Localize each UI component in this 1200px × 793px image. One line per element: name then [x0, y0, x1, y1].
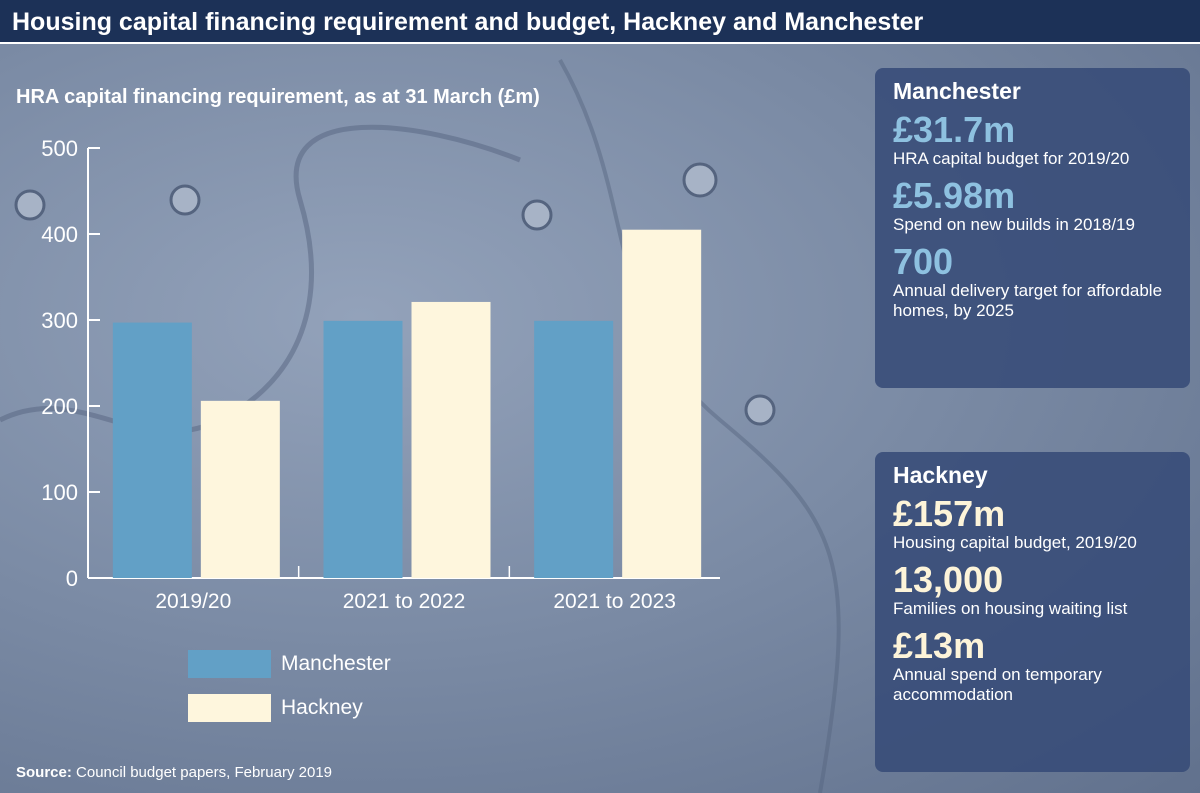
stat-label: Families on housing waiting list — [893, 599, 1128, 618]
panel-heading: Hackney — [893, 462, 988, 488]
bar-hackney — [200, 400, 280, 578]
town-marker-icon — [521, 199, 553, 231]
town-marker-icon — [14, 189, 46, 221]
legend-item-hackney: Hackney — [188, 686, 391, 730]
bar-manchester — [112, 322, 192, 578]
bar-hackney — [622, 229, 702, 578]
town-marker-icon — [744, 394, 776, 426]
stat-label: Annual spend on temporary accommodation — [893, 665, 1102, 704]
legend-swatch — [188, 694, 271, 722]
bar-chart: 0 100 200 300 400 500 2019/20 2021 to 2022 2021 … — [41, 136, 720, 613]
bar-hackney — [411, 301, 491, 578]
town-marker-icon — [682, 162, 718, 198]
bar-manchester — [323, 320, 403, 578]
x-tick-label: 2019/20 — [155, 590, 231, 613]
y-tick-label: 300 — [41, 308, 78, 333]
hackney-panel: Hackney £157m Housing capital budget, 20… — [875, 452, 1190, 772]
chart-title: HRA capital financing requirement, as at… — [16, 86, 540, 108]
page-title: Housing capital financing requirement an… — [0, 0, 1200, 44]
legend-item-manchester: Manchester — [188, 642, 391, 686]
road-shape — [558, 59, 841, 793]
stat-label: Spend on new builds in 2018/19 — [893, 215, 1135, 234]
stat-value: 13,000 — [893, 559, 1004, 600]
y-tick-label: 100 — [41, 480, 78, 505]
legend-label: Hackney — [281, 696, 363, 719]
x-tick-label: 2021 to 2023 — [553, 590, 676, 613]
source-text: Council budget papers, February 2019 — [71, 764, 333, 781]
stat-label: Housing capital budget, 2019/20 — [893, 533, 1137, 552]
source-note: Source: Council budget papers, February … — [16, 764, 332, 781]
stat-label: HRA capital budget for 2019/20 — [893, 149, 1130, 168]
town-marker-icon — [169, 184, 201, 216]
stat-value: £5.98m — [893, 175, 1016, 216]
manchester-panel: Manchester £31.7m HRA capital budget for… — [875, 68, 1190, 388]
y-tick-label: 200 — [41, 394, 78, 419]
stat-value: £13m — [893, 625, 986, 666]
bar-manchester — [534, 320, 614, 578]
panel-heading: Manchester — [893, 78, 1021, 104]
stat-value: £157m — [893, 493, 1006, 534]
stat-label: Annual delivery target for affordable ho… — [893, 281, 1163, 320]
source-label: Source: — [16, 764, 72, 781]
legend-label: Manchester — [281, 652, 391, 675]
y-tick-label: 0 — [66, 566, 78, 591]
legend-swatch — [188, 650, 271, 678]
y-tick-label: 400 — [41, 222, 78, 247]
stat-value: £31.7m — [893, 109, 1016, 150]
y-tick-label: 500 — [41, 136, 78, 161]
legend: Manchester Hackney — [188, 642, 391, 730]
x-tick-label: 2021 to 2022 — [343, 590, 466, 613]
stat-value: 700 — [893, 241, 954, 282]
